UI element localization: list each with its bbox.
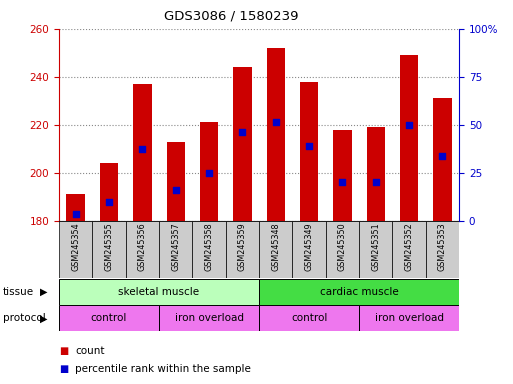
Text: count: count [75,346,105,356]
Text: GSM245350: GSM245350 [338,223,347,271]
Text: GSM245349: GSM245349 [305,223,313,271]
Text: GSM245351: GSM245351 [371,223,380,271]
Bar [359,221,392,278]
Bar [233,67,251,221]
Bar [59,279,259,305]
Text: GSM245354: GSM245354 [71,223,80,271]
Text: ■: ■ [59,364,68,374]
Bar [259,279,459,305]
Point [205,170,213,176]
Bar [300,81,318,221]
Text: control: control [91,313,127,323]
Bar [200,122,218,221]
Bar [333,129,351,221]
Text: control: control [291,313,327,323]
Text: GSM245355: GSM245355 [105,223,113,271]
Text: GSM245356: GSM245356 [138,223,147,271]
Point [171,187,180,193]
Text: GDS3086 / 1580239: GDS3086 / 1580239 [164,10,298,23]
Bar [133,84,151,221]
Text: ■: ■ [59,346,68,356]
Bar [226,221,259,278]
Bar [433,98,451,221]
Text: GSM245353: GSM245353 [438,223,447,271]
Point [405,122,413,128]
Text: GSM245348: GSM245348 [271,223,280,271]
Point [371,179,380,185]
Bar [92,221,126,278]
Bar [259,221,292,278]
Bar [159,221,192,278]
Text: GSM245352: GSM245352 [405,223,413,271]
Bar [326,221,359,278]
Text: skeletal muscle: skeletal muscle [119,287,200,297]
Text: GSM245357: GSM245357 [171,223,180,271]
Bar [259,305,359,331]
Point [238,129,246,135]
Point [305,143,313,149]
Text: tissue: tissue [3,287,34,297]
Text: iron overload: iron overload [374,313,444,323]
Bar [292,221,326,278]
Text: percentile rank within the sample: percentile rank within the sample [75,364,251,374]
Point [138,146,147,152]
Bar [400,55,418,221]
Text: ▶: ▶ [40,313,48,323]
Point [438,153,446,159]
Text: iron overload: iron overload [174,313,244,323]
Bar [159,305,259,331]
Bar [126,221,159,278]
Point [338,179,346,185]
Bar [392,221,426,278]
Text: cardiac muscle: cardiac muscle [320,287,399,297]
Bar [100,163,118,221]
Point [105,199,113,205]
Bar [59,221,92,278]
Point [71,210,80,217]
Text: GSM245359: GSM245359 [238,223,247,271]
Text: GSM245358: GSM245358 [205,223,213,271]
Point [271,119,280,126]
Bar [67,194,85,221]
Bar [192,221,226,278]
Text: ▶: ▶ [40,287,48,297]
Bar [167,142,185,221]
Bar [367,127,385,221]
Bar [267,48,285,221]
Bar [59,305,159,331]
Bar [426,221,459,278]
Text: protocol: protocol [3,313,45,323]
Bar [359,305,459,331]
